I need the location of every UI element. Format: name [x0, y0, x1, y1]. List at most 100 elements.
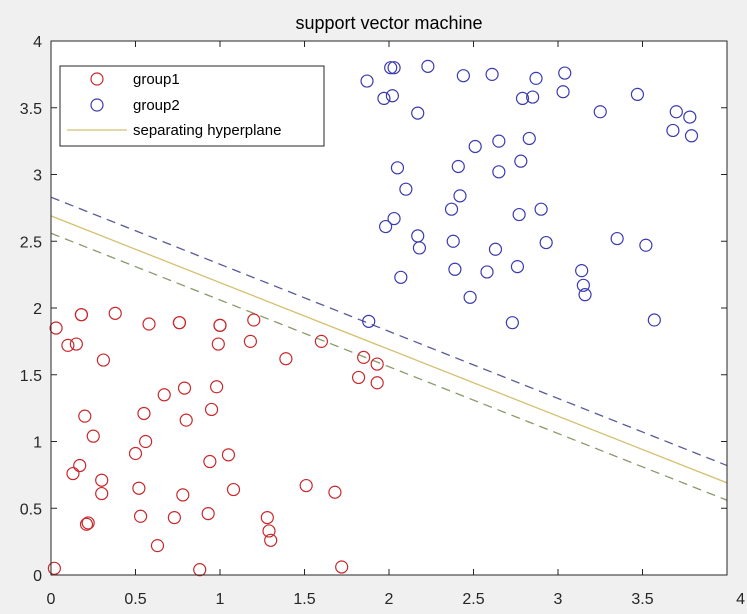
- legend-marker-group1: [90, 72, 104, 86]
- y-tick-label: 1.5: [20, 368, 42, 385]
- group2-point: [390, 161, 405, 175]
- group1-point: [247, 313, 261, 327]
- group2-point: [576, 278, 590, 292]
- group2-point: [488, 242, 503, 256]
- chart-title: support vector machine: [295, 13, 482, 33]
- group1-point: [49, 321, 63, 335]
- group1-point: [213, 318, 227, 332]
- group1-point: [201, 506, 215, 521]
- y-tick-label: 0.5: [20, 501, 42, 518]
- group1-point: [157, 388, 171, 402]
- group2-point: [480, 265, 494, 279]
- group2-point: [534, 202, 548, 216]
- group1-point: [172, 316, 187, 330]
- legend-label-group2: group2: [133, 97, 180, 114]
- group2-point: [453, 189, 467, 203]
- group2-point: [468, 139, 482, 154]
- x-tick-label: 4: [736, 591, 745, 608]
- group1-point: [66, 466, 80, 481]
- group1-point: [108, 306, 122, 320]
- y-tick-label: 2: [33, 301, 42, 318]
- group2-point: [684, 129, 699, 143]
- group2-point: [639, 238, 653, 252]
- group1-point: [137, 406, 151, 421]
- group1-point: [61, 338, 75, 352]
- group2-point: [510, 260, 525, 274]
- group1-point: [221, 448, 236, 462]
- group2-point: [556, 85, 570, 99]
- group1-point: [78, 409, 92, 423]
- group2-point: [444, 202, 459, 216]
- group2-point: [411, 106, 425, 120]
- group2-point: [558, 66, 572, 80]
- group2-point: [492, 165, 506, 179]
- group1-point: [176, 488, 190, 502]
- group1-point: [357, 350, 371, 364]
- group1-point: [167, 510, 181, 525]
- y-tick-label: 0: [33, 568, 42, 585]
- group1-point: [177, 381, 192, 395]
- group1-point: [335, 560, 349, 574]
- group2-point: [446, 234, 460, 248]
- group1-point: [179, 413, 193, 427]
- group2-point: [669, 105, 683, 119]
- points-layer: [47, 59, 699, 577]
- legend-label-group1: group1: [133, 71, 180, 88]
- group2-point: [360, 74, 374, 88]
- group1-point: [328, 485, 342, 499]
- y-tick-label: 1: [33, 435, 42, 452]
- group2-point: [526, 90, 540, 104]
- group2-point: [362, 314, 376, 328]
- group1-point: [210, 380, 224, 394]
- group1-point: [132, 481, 146, 495]
- group1-point: [81, 516, 95, 530]
- group2-point: [512, 207, 526, 222]
- group2-point: [492, 134, 506, 148]
- lines-layer: [51, 196, 727, 501]
- group2-point: [514, 154, 528, 168]
- group1-point: [314, 334, 328, 348]
- ticks-layer: 0 0.5 1 1.5 2 2.5 3 3.5 4 0 0.5 1 1.5 2 2.5 3 3.5 4: [20, 34, 745, 608]
- group2-point: [647, 313, 661, 327]
- group2-point: [463, 290, 477, 304]
- group2-point: [387, 61, 401, 75]
- group2-point: [593, 105, 607, 119]
- group1-point: [69, 337, 83, 351]
- group1-point: [351, 370, 366, 385]
- legend-marker-group2: [90, 98, 104, 112]
- group2-point: [456, 69, 470, 83]
- group2-point: [451, 159, 465, 174]
- group1-point: [74, 308, 89, 322]
- group1-point: [211, 337, 225, 351]
- group2-point: [385, 89, 399, 103]
- y-tick-label: 3.5: [20, 101, 42, 118]
- group2-point: [539, 235, 553, 250]
- group1-point: [47, 561, 61, 575]
- group1-point: [128, 446, 143, 461]
- x-tick-label: 1: [216, 591, 225, 608]
- group2-point: [575, 264, 589, 278]
- group2-point: [666, 123, 680, 138]
- group1-point: [193, 563, 207, 577]
- group1-point: [299, 478, 313, 493]
- margin-line-3: [51, 196, 727, 467]
- group1-point: [279, 352, 293, 366]
- group1-point: [95, 473, 109, 487]
- legend-label-hyperplane: separating hyperplane: [133, 122, 281, 139]
- y-tick-label: 3: [33, 168, 42, 185]
- x-tick-label: 3.5: [631, 591, 653, 608]
- group1-point: [204, 402, 219, 417]
- group1-point: [243, 334, 258, 348]
- x-tick-label: 0.5: [124, 591, 146, 608]
- group1-point: [96, 353, 110, 367]
- group2-point: [683, 110, 697, 124]
- group2-point: [399, 182, 413, 196]
- group2-point: [377, 91, 391, 106]
- group2-point: [578, 288, 592, 302]
- group1-point: [370, 376, 384, 390]
- group2-point: [610, 231, 624, 246]
- group2-point: [485, 67, 499, 81]
- hyperplane-line: [51, 215, 727, 484]
- group1-point: [142, 317, 156, 331]
- group2-point: [448, 262, 462, 276]
